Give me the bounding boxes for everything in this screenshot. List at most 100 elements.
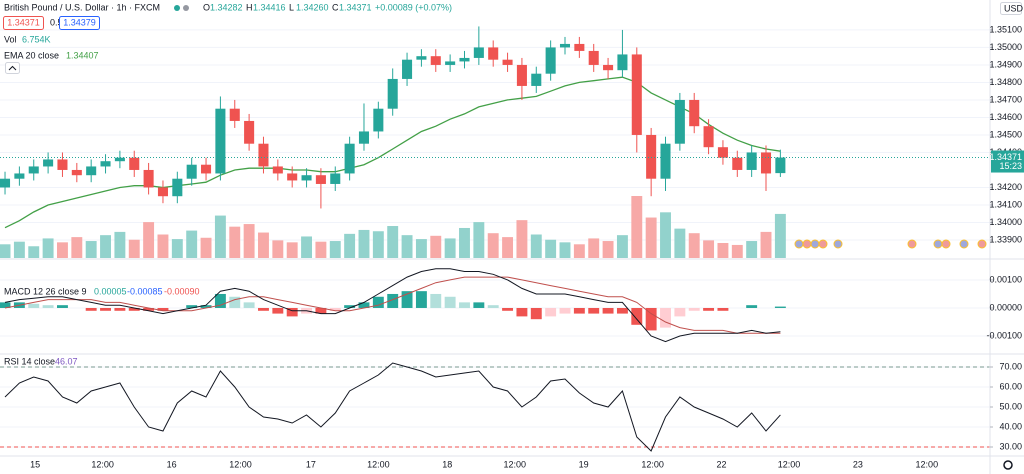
plot bbox=[0, 26, 990, 452]
y-tick-label: 1.34600 bbox=[989, 112, 1022, 122]
event-icon[interactable] bbox=[818, 239, 828, 249]
candle-body bbox=[502, 59, 513, 65]
rsi-title: RSI 14 close bbox=[4, 356, 55, 366]
signal-line bbox=[4, 276, 781, 334]
candle-body bbox=[459, 57, 470, 62]
candle-body bbox=[301, 175, 312, 181]
volume-bar bbox=[760, 231, 772, 258]
y-tick-label: 40.00 bbox=[999, 421, 1022, 431]
histogram-bar bbox=[28, 303, 40, 308]
y-tick-label: 1.35100 bbox=[989, 24, 1022, 34]
x-tick-label: 12:00 bbox=[503, 459, 526, 469]
bid-box[interactable] bbox=[3, 16, 44, 30]
volume-bar bbox=[645, 217, 657, 258]
y-tick-label: 1.35000 bbox=[989, 42, 1022, 52]
event-icon[interactable] bbox=[907, 239, 917, 249]
volume-bar bbox=[616, 235, 628, 258]
histogram-bar bbox=[42, 305, 54, 308]
histogram-bar bbox=[143, 307, 155, 311]
candle-body bbox=[201, 164, 212, 174]
histogram-bar bbox=[674, 307, 686, 317]
event-icon[interactable] bbox=[977, 239, 987, 249]
currency-box[interactable] bbox=[1000, 2, 1022, 15]
ema-legend-value: 1.34407 bbox=[66, 50, 99, 60]
candle-body bbox=[387, 78, 398, 109]
candle-body bbox=[473, 47, 484, 58]
x-tick-label: 12:00 bbox=[778, 459, 801, 469]
y-tick-label: -0.00100 bbox=[986, 330, 1022, 340]
volume-bar bbox=[128, 239, 140, 258]
ohlc-value: 1.34371 bbox=[339, 2, 372, 12]
event-icon[interactable] bbox=[802, 239, 812, 249]
histogram-bar bbox=[559, 307, 571, 314]
volume-bar bbox=[200, 237, 212, 258]
bid-price[interactable]: 1.34371 bbox=[7, 17, 40, 27]
last-price-label: 1.34371 bbox=[989, 152, 1022, 162]
event-icon[interactable] bbox=[959, 239, 969, 249]
candle-body bbox=[674, 99, 685, 144]
macd-hist-value: 0.00005 bbox=[94, 286, 127, 296]
candle-body bbox=[57, 159, 68, 170]
volume-bar bbox=[502, 237, 514, 258]
histogram-bar bbox=[243, 302, 255, 308]
volume-legend-label: Vol bbox=[4, 34, 17, 44]
histogram-bar bbox=[200, 305, 212, 308]
candle-body bbox=[358, 131, 370, 144]
histogram-bar bbox=[157, 307, 169, 311]
candle-body bbox=[43, 159, 54, 167]
histogram-bar bbox=[272, 307, 284, 314]
volume-bar bbox=[42, 238, 54, 258]
ask-box[interactable] bbox=[59, 16, 100, 30]
candle-body bbox=[631, 54, 642, 135]
volume-bar bbox=[243, 224, 255, 258]
countdown: 15:23 bbox=[999, 161, 1022, 171]
ema-line bbox=[4, 76, 781, 229]
currency[interactable]: USD bbox=[1004, 3, 1024, 13]
volume-bar bbox=[272, 240, 284, 258]
histogram-bar bbox=[229, 296, 241, 308]
candle-body bbox=[344, 143, 355, 174]
y-tick-label: 50.00 bbox=[999, 401, 1022, 411]
y-tick-label: 70.00 bbox=[999, 361, 1022, 371]
event-icon[interactable] bbox=[941, 239, 951, 249]
histogram-bar bbox=[530, 307, 542, 320]
x-tick-label: 12:00 bbox=[367, 459, 390, 469]
volume-bar bbox=[588, 238, 600, 258]
ohlc-value: 1.34282 bbox=[210, 2, 243, 12]
volume-bar bbox=[171, 239, 183, 258]
collapse-button[interactable] bbox=[5, 62, 20, 74]
candle-body bbox=[445, 61, 456, 65]
settings-icon[interactable] bbox=[1003, 460, 1013, 470]
x-tick-label: 16 bbox=[167, 459, 177, 469]
x-tick-label: 19 bbox=[579, 459, 589, 469]
volume-bar bbox=[315, 241, 327, 258]
y-tick-label: 0.00100 bbox=[989, 274, 1022, 284]
histogram-bar bbox=[214, 293, 226, 308]
volume-bar bbox=[387, 226, 399, 258]
candle-body bbox=[775, 157, 786, 174]
y-tick-label: 1.34200 bbox=[989, 182, 1022, 192]
candle-body bbox=[244, 120, 255, 144]
volume-bar bbox=[487, 233, 499, 258]
histogram-bar bbox=[703, 307, 715, 311]
event-icon[interactable] bbox=[933, 239, 943, 249]
macd-line bbox=[4, 268, 781, 343]
volume-bar bbox=[214, 215, 226, 258]
ohlc-label: O bbox=[203, 2, 210, 12]
x-tick-label: 18 bbox=[442, 459, 452, 469]
event-icon[interactable] bbox=[833, 239, 843, 249]
volume-bar bbox=[530, 234, 542, 258]
event-icons[interactable] bbox=[794, 239, 987, 249]
candle-body bbox=[315, 175, 326, 184]
histogram-bar bbox=[358, 302, 370, 308]
histogram-bar bbox=[344, 305, 356, 308]
candle-body bbox=[717, 147, 728, 158]
histogram-bar bbox=[545, 307, 557, 317]
histogram-bar bbox=[430, 293, 442, 308]
event-icon[interactable] bbox=[794, 239, 804, 249]
candle-body bbox=[416, 56, 427, 60]
event-icon[interactable] bbox=[810, 239, 820, 249]
ohlc-label: C bbox=[332, 2, 339, 12]
ask-price[interactable]: 1.34379 bbox=[63, 17, 96, 27]
